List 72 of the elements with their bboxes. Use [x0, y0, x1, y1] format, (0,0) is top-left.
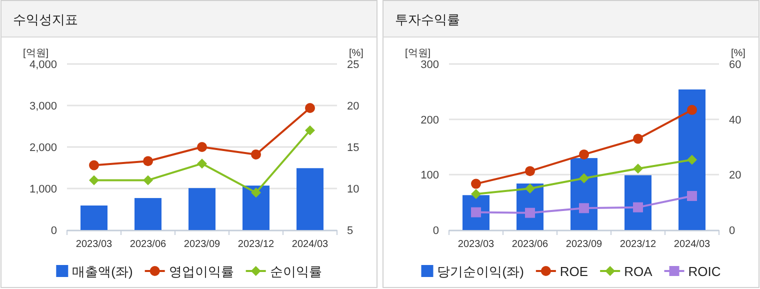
- point: [251, 188, 261, 198]
- point: [525, 208, 535, 218]
- x-tick-label: 2023/06: [130, 239, 167, 250]
- legend-label: 매출액(좌): [72, 264, 133, 279]
- legend-label: 당기순이익(좌): [437, 264, 524, 279]
- x-tick-label: 2023/06: [512, 239, 549, 250]
- point: [305, 125, 315, 136]
- chart-title: 수익성지표: [13, 12, 78, 27]
- legend-label: ROIC: [688, 264, 721, 279]
- y2-tick-label: 0: [729, 225, 736, 237]
- y2-tick-label: 20: [729, 170, 742, 182]
- legend-label: ROE: [560, 264, 588, 279]
- y2-tick-label: 60: [729, 59, 742, 71]
- point: [89, 175, 99, 186]
- x-tick-label: 2024/03: [674, 239, 711, 250]
- y2-tick-label: 25: [347, 59, 360, 71]
- x-tick-label: 2023/12: [238, 239, 275, 250]
- x-tick-label: 2024/03: [292, 239, 329, 250]
- point: [579, 203, 589, 214]
- x-tick-label: 2023/03: [458, 239, 495, 250]
- point: [143, 156, 153, 166]
- bar: [624, 175, 652, 230]
- y2-axis-title: [%]: [349, 48, 364, 59]
- chart-title: 투자수익률: [395, 12, 460, 27]
- y2-axis-title: [%]: [731, 48, 746, 59]
- legend-label: 영업이익률: [168, 264, 234, 279]
- point: [471, 189, 481, 200]
- point: [579, 173, 589, 184]
- y2-tick-label: 40: [729, 114, 742, 126]
- point: [525, 184, 535, 194]
- point: [197, 158, 207, 169]
- x-tick-label: 2023/12: [620, 239, 657, 250]
- y-axis-title: [억원]: [23, 48, 49, 59]
- x-tick-label: 2023/09: [566, 239, 603, 250]
- y2-tick-label: 10: [347, 184, 360, 196]
- point: [687, 104, 697, 115]
- y-tick-label: 0: [432, 225, 439, 237]
- y-tick-label: 300: [420, 59, 439, 71]
- bar: [134, 198, 162, 230]
- point: [251, 149, 261, 160]
- point: [633, 134, 643, 144]
- point: [633, 202, 643, 212]
- x-tick-label: 2023/03: [76, 239, 113, 250]
- point: [687, 190, 697, 201]
- point: [525, 166, 535, 176]
- bar: [80, 206, 108, 230]
- y-tick-label: 3,000: [29, 100, 57, 112]
- y2-tick-label: 20: [347, 100, 360, 112]
- bar: [296, 168, 324, 230]
- bar: [242, 186, 270, 230]
- y-tick-label: 100: [420, 170, 439, 182]
- point: [579, 149, 589, 160]
- y2-tick-label: 5: [347, 225, 354, 237]
- y-axis-title: [억원]: [405, 48, 431, 59]
- y-tick-label: 0: [50, 225, 57, 237]
- point: [143, 175, 153, 186]
- bar: [678, 89, 706, 230]
- point: [197, 142, 207, 152]
- point: [687, 154, 697, 165]
- y-tick-label: 4,000: [29, 59, 57, 71]
- y2-tick-label: 15: [347, 142, 360, 154]
- y-tick-label: 200: [420, 114, 439, 126]
- point: [471, 178, 481, 189]
- y-tick-label: 2,000: [29, 142, 57, 154]
- point: [633, 164, 643, 174]
- point: [305, 102, 315, 113]
- legend-label: ROA: [624, 264, 653, 279]
- legend-label: 순이익률: [270, 264, 322, 279]
- y-tick-label: 1,000: [29, 184, 57, 196]
- bar: [188, 188, 216, 230]
- point: [89, 160, 99, 170]
- x-tick-label: 2023/09: [184, 239, 221, 250]
